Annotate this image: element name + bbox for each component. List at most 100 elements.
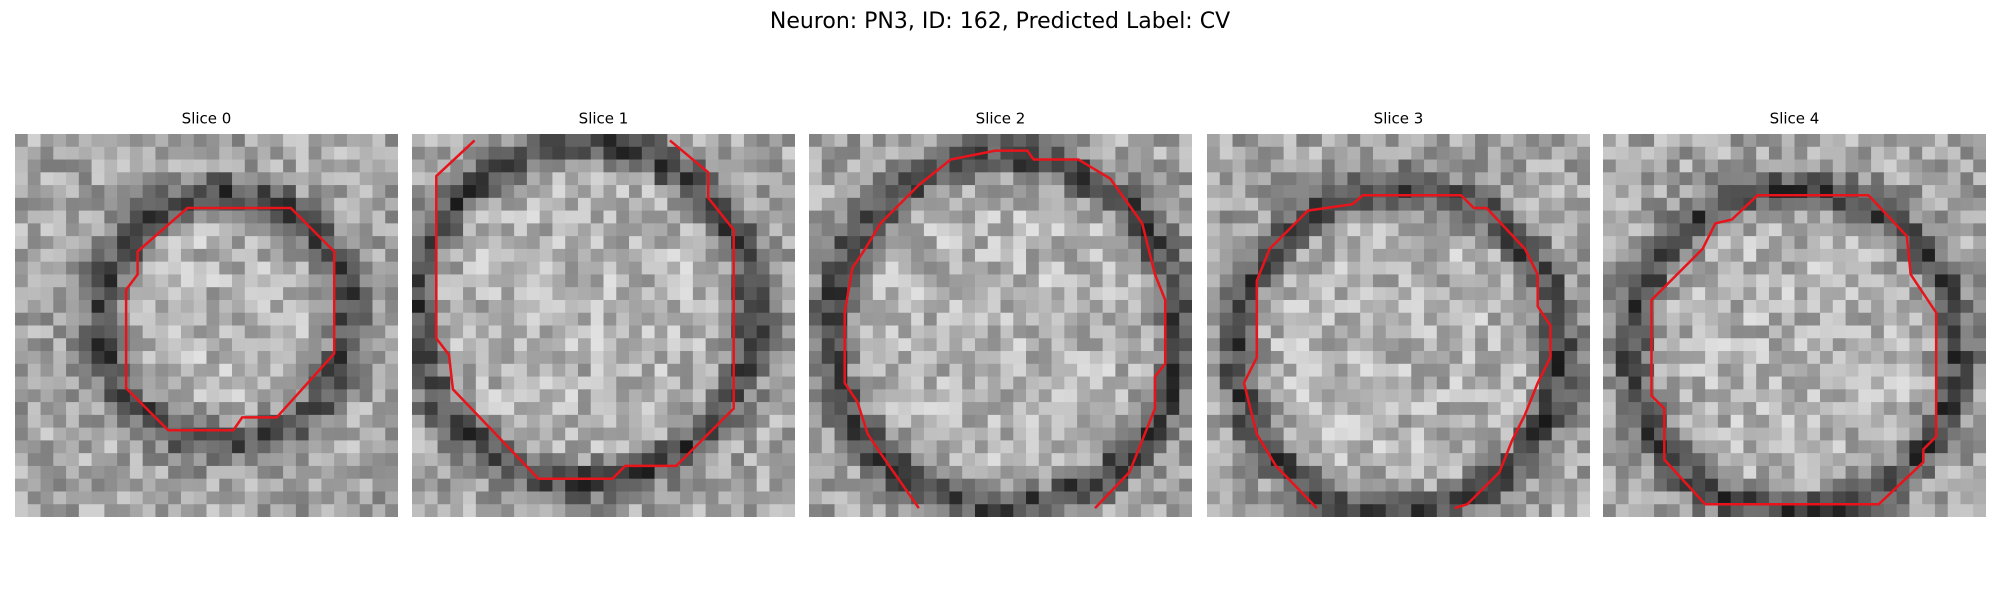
pixel xyxy=(769,185,783,199)
pixel xyxy=(1883,261,1898,276)
pixel xyxy=(450,351,464,365)
pixel xyxy=(769,299,783,314)
pixel xyxy=(1270,351,1285,365)
pixel xyxy=(1973,440,1986,454)
pixel xyxy=(15,363,29,378)
pixel xyxy=(1577,159,1590,173)
pixel xyxy=(667,478,681,493)
pixel xyxy=(385,287,398,301)
pixel xyxy=(1166,210,1180,224)
pixel xyxy=(412,223,426,237)
pixel xyxy=(654,478,668,493)
pixel xyxy=(129,376,144,390)
pixel xyxy=(1334,427,1349,441)
pixel xyxy=(872,299,887,314)
pixel xyxy=(539,440,554,454)
pixel xyxy=(1551,504,1566,517)
pixel xyxy=(1089,440,1104,454)
pixel xyxy=(1922,185,1936,199)
pixel xyxy=(782,427,795,441)
pixel xyxy=(232,427,246,441)
pixel xyxy=(1013,402,1027,416)
pixel xyxy=(501,389,515,403)
pixel xyxy=(911,159,925,173)
pixel xyxy=(1794,223,1808,237)
pixel xyxy=(1871,134,1885,148)
pixel xyxy=(641,236,656,250)
pixel xyxy=(1768,478,1783,493)
pixel xyxy=(1832,338,1847,352)
pixel xyxy=(1449,134,1463,148)
pixel xyxy=(1026,261,1040,276)
pixel xyxy=(1934,248,1949,263)
pixel xyxy=(385,427,398,441)
pixel xyxy=(463,376,477,390)
pixel xyxy=(1232,325,1246,339)
pixel xyxy=(27,159,42,173)
pixel xyxy=(257,172,271,186)
pixel xyxy=(346,440,361,454)
pixel xyxy=(450,248,464,263)
pixel xyxy=(1038,351,1053,365)
pixel xyxy=(15,236,29,250)
pixel xyxy=(565,146,579,161)
pixel xyxy=(1781,146,1796,161)
pixel xyxy=(308,223,322,237)
pixel xyxy=(1743,363,1757,378)
pixel xyxy=(1743,325,1757,339)
pixel xyxy=(359,453,374,467)
pixel xyxy=(1038,274,1053,288)
pixel xyxy=(129,478,144,493)
pixel xyxy=(1475,440,1489,454)
pixel xyxy=(847,210,861,224)
pixel xyxy=(1283,325,1297,339)
pixel xyxy=(1922,172,1936,186)
pixel xyxy=(1768,248,1783,263)
pixel xyxy=(475,465,490,480)
pixel xyxy=(1820,363,1834,378)
pixel xyxy=(1064,363,1078,378)
pixel xyxy=(257,325,271,339)
pixel xyxy=(1089,236,1104,250)
pixel xyxy=(1153,197,1168,212)
pixel xyxy=(1513,287,1527,301)
pixel xyxy=(1321,299,1336,314)
pixel xyxy=(1385,453,1400,467)
pixel xyxy=(1730,389,1745,403)
pixel xyxy=(860,338,874,352)
pixel xyxy=(1270,376,1285,390)
pixel xyxy=(885,146,899,161)
pixel xyxy=(1794,172,1808,186)
pixel xyxy=(1551,236,1566,250)
pixel xyxy=(1166,172,1180,186)
pixel xyxy=(321,465,335,480)
pixel xyxy=(898,338,912,352)
pixel xyxy=(1526,134,1540,148)
pixel xyxy=(1820,338,1834,352)
pixel xyxy=(1334,172,1349,186)
pixel xyxy=(91,414,105,429)
pixel xyxy=(692,325,707,339)
pixel xyxy=(974,248,989,263)
pixel xyxy=(40,287,54,301)
pixel xyxy=(53,414,67,429)
pixel xyxy=(821,185,836,199)
pixel xyxy=(565,312,579,327)
pixel xyxy=(1102,376,1116,390)
pixel xyxy=(27,185,42,199)
pixel xyxy=(923,453,938,467)
pixel xyxy=(1245,440,1259,454)
pixel xyxy=(1064,504,1078,517)
pixel xyxy=(1654,299,1668,314)
pixel xyxy=(1934,427,1949,441)
pixel xyxy=(911,465,925,480)
pixel xyxy=(1296,287,1310,301)
pixel xyxy=(1207,453,1221,467)
pixel xyxy=(769,504,783,517)
pixel xyxy=(412,146,426,161)
pixel xyxy=(1513,210,1527,224)
pixel xyxy=(1487,491,1502,505)
pixel xyxy=(1666,223,1681,237)
pixel xyxy=(1615,261,1630,276)
pixel xyxy=(1883,338,1898,352)
